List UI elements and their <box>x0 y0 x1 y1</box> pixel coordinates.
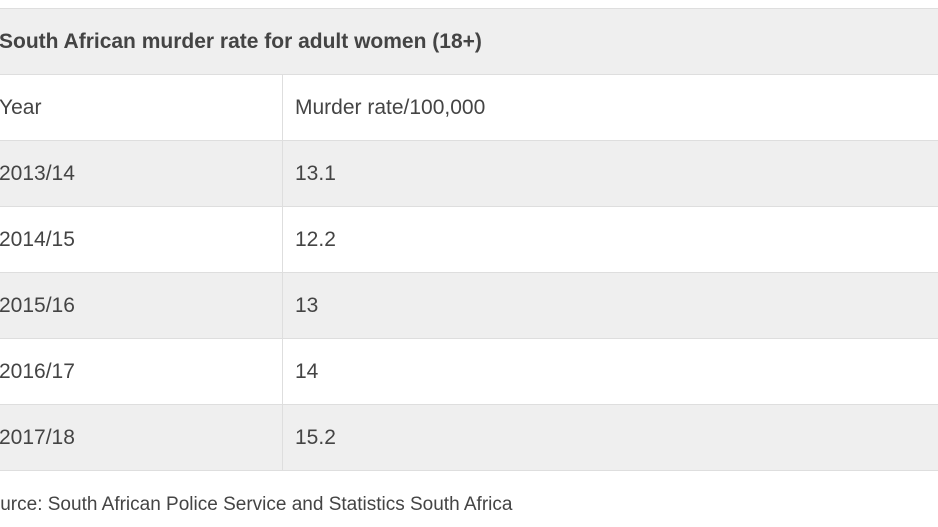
table-row: 2013/14 13.1 <box>0 140 938 207</box>
table-row: 2017/18 15.2 <box>0 404 938 471</box>
table-cell: 2017/18 <box>0 404 283 471</box>
table-row: 2015/16 13 <box>0 272 938 339</box>
table-cell: 15.2 <box>282 404 938 471</box>
table-cell: 2016/17 <box>0 338 283 405</box>
table-cell: 2013/14 <box>0 140 283 207</box>
source-note: Source: South African Police Service and… <box>0 494 513 515</box>
table-row: 2016/17 14 <box>0 338 938 405</box>
table-title: South African murder rate for adult wome… <box>0 8 938 75</box>
column-header: Murder rate/100,000 <box>282 74 938 141</box>
table-cell: 2014/15 <box>0 206 283 273</box>
table-cell: 2015/16 <box>0 272 283 339</box>
table-cell: 13.1 <box>282 140 938 207</box>
table-wrap: South African murder rate for adult wome… <box>0 8 938 471</box>
table-row: 2014/15 12.2 <box>0 206 938 273</box>
table-cell: 12.2 <box>282 206 938 273</box>
table-cell: 14 <box>282 338 938 405</box>
data-table: South African murder rate for adult wome… <box>0 8 938 471</box>
table-cell: 13 <box>282 272 938 339</box>
column-header: Year <box>0 74 283 141</box>
